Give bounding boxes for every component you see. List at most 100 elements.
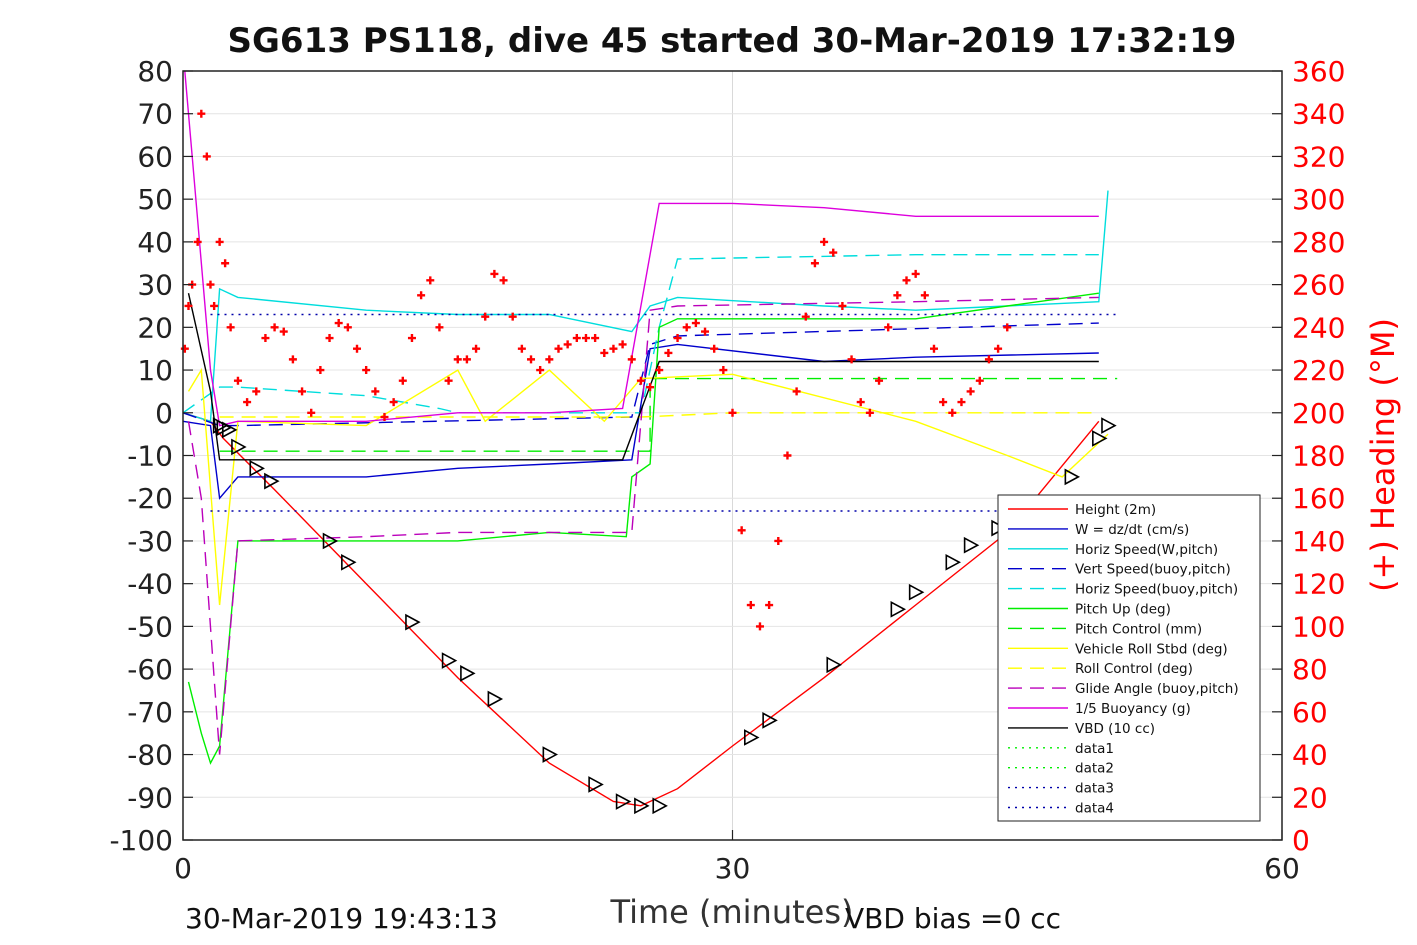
- heading-point: [581, 334, 590, 343]
- heading-point: [343, 323, 352, 332]
- heading-point: [884, 323, 893, 332]
- heading-point: [710, 344, 719, 353]
- heading-point: [215, 237, 224, 246]
- heading-point: [563, 340, 572, 349]
- series-line-11: [187, 293, 1099, 461]
- legend-label-2: Horiz Speed(W,pitch): [1075, 542, 1218, 558]
- right-tick-label-15: 60: [1292, 696, 1328, 729]
- heading-point: [508, 312, 517, 321]
- heading-point: [801, 312, 810, 321]
- heading-point: [316, 366, 325, 375]
- left-tick-label-15: -70: [127, 696, 173, 729]
- right-tick-label-4: 280: [1292, 226, 1345, 259]
- heading-point: [929, 344, 938, 353]
- left-tick-label-17: -90: [127, 781, 173, 814]
- legend-label-0: Height (2m): [1075, 502, 1156, 518]
- chart-title: SG613 PS118, dive 45 started 30-Mar-2019…: [228, 21, 1237, 61]
- right-tick-label-16: 40: [1292, 739, 1328, 772]
- heading-point: [618, 340, 627, 349]
- left-tick-label-11: -30: [127, 525, 173, 558]
- heading-point: [875, 376, 884, 385]
- right-tick-label-10: 160: [1292, 482, 1345, 515]
- heading-point: [490, 269, 499, 278]
- heading-point: [417, 291, 426, 300]
- depth-marker: [249, 459, 265, 477]
- x-tick-label-2: 60: [1264, 852, 1300, 885]
- x-axis-ticks: 0 30 60: [174, 830, 1300, 885]
- heading-point: [325, 334, 334, 343]
- heading-point: [210, 301, 219, 310]
- right-tick-label-2: 320: [1292, 140, 1345, 173]
- left-tick-label-6: 20: [137, 311, 173, 344]
- series-line-7: [187, 367, 1109, 606]
- legend-label-8: Roll Control (deg): [1075, 661, 1193, 677]
- heading-point: [243, 398, 252, 407]
- heading-point: [847, 355, 856, 364]
- heading-point: [233, 376, 242, 385]
- heading-point: [184, 301, 193, 310]
- heading-point: [737, 526, 746, 535]
- right-tick-label-11: 140: [1292, 525, 1345, 558]
- heading-point: [609, 344, 618, 353]
- heading-point: [206, 280, 215, 289]
- heading-point: [453, 355, 462, 364]
- depth-marker: [634, 797, 650, 815]
- depth-marker: [1101, 417, 1117, 434]
- right-tick-label-13: 100: [1292, 610, 1345, 643]
- left-tick-label-14: -60: [127, 653, 173, 686]
- heading-point: [774, 536, 783, 545]
- depth-marker: [264, 472, 280, 490]
- heading-point: [407, 334, 416, 343]
- legend-label-7: Vehicle Roll Stbd (deg): [1075, 641, 1228, 657]
- depth-marker: [652, 797, 668, 815]
- heading-point: [536, 366, 545, 375]
- heading-point: [646, 383, 655, 392]
- heading-point: [673, 334, 682, 343]
- heading-point: [719, 366, 728, 375]
- heading-point: [462, 355, 471, 364]
- heading-point: [180, 344, 189, 353]
- heading-point: [920, 291, 929, 300]
- footer-timestamp: 30-Mar-2019 19:43:13: [185, 902, 498, 935]
- depth-markers: [212, 417, 1117, 815]
- left-tick-label-13: -50: [127, 610, 173, 643]
- heading-point: [527, 355, 536, 364]
- heading-point: [939, 398, 948, 407]
- heading-point: [865, 408, 874, 417]
- heading-point: [755, 622, 764, 631]
- left-tick-label-8: 0: [155, 397, 173, 430]
- heading-point: [353, 344, 362, 353]
- heading-point: [398, 376, 407, 385]
- depth-marker: [441, 652, 458, 669]
- right-tick-label-6: 240: [1292, 311, 1345, 344]
- right-tick-label-0: 360: [1292, 55, 1345, 88]
- right-tick-label-8: 200: [1292, 397, 1345, 430]
- heading-point: [270, 323, 279, 332]
- right-tick-label-1: 340: [1292, 98, 1345, 131]
- depth-marker: [588, 776, 604, 793]
- legend-label-12: data1: [1075, 741, 1114, 757]
- heading-point: [298, 387, 307, 396]
- right-tick-label-3: 300: [1292, 183, 1345, 216]
- legend-label-1: W = dz/dt (cm/s): [1075, 522, 1189, 538]
- right-tick-label-18: 0: [1292, 824, 1310, 857]
- heading-point: [636, 376, 645, 385]
- right-tick-label-7: 220: [1292, 354, 1345, 387]
- left-axis-ticks: 80 70 60 50 40 30 20 10 0 -10 -20 -30 -40 -50 -60 -70 -8…: [109, 55, 193, 857]
- series-line-0: [182, 412, 1100, 807]
- left-tick-label-4: 40: [137, 226, 173, 259]
- left-tick-label-0: 80: [137, 55, 173, 88]
- depth-marker: [908, 583, 925, 601]
- left-tick-label-16: -80: [127, 739, 173, 772]
- heading-point: [966, 387, 975, 396]
- left-tick-label-2: 60: [137, 140, 173, 173]
- heading-point: [499, 276, 508, 285]
- series-lines: [182, 70, 1118, 807]
- legend-label-15: data4: [1075, 801, 1114, 817]
- heading-point: [984, 355, 993, 364]
- series-line-4: [182, 253, 1099, 414]
- heading-point: [307, 408, 316, 417]
- heading-point: [820, 237, 829, 246]
- heading-point: [362, 366, 371, 375]
- right-tick-label-12: 120: [1292, 568, 1345, 601]
